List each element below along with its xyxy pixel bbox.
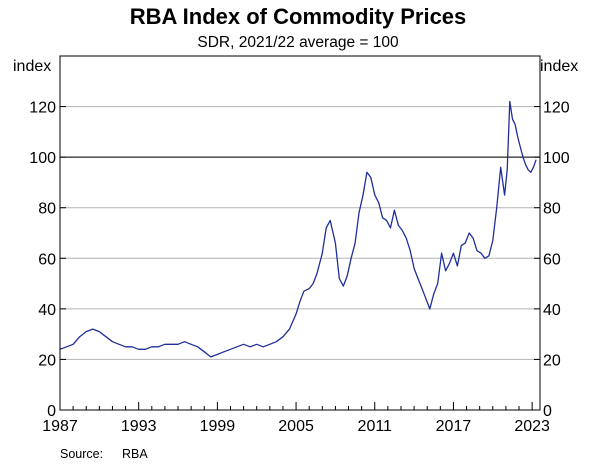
- y-tick-label-right: 20: [543, 352, 561, 369]
- y-tick-label-left: 120: [29, 100, 56, 117]
- y-tick-label-left: 20: [38, 352, 56, 369]
- y-tick-label-right: 40: [543, 302, 561, 319]
- y-tick-label-right: 80: [543, 201, 561, 218]
- series-line: [59, 100, 537, 358]
- right-axis-unit: index: [540, 58, 578, 75]
- x-tick-label: 2017: [436, 418, 472, 435]
- left-axis-unit: index: [13, 58, 51, 75]
- x-tick-label: 2023: [514, 418, 550, 435]
- chart-title: RBA Index of Commodity Prices: [130, 4, 467, 29]
- x-axis-ticks: 1987 1993 1999 2005 2011 2017 2023: [42, 402, 550, 435]
- y-axis-ticks: 0 0 20 20 40 40 60 60 80 80 100 100 120 120: [29, 100, 570, 420]
- x-tick-label: 1999: [200, 418, 236, 435]
- chart-subtitle: SDR, 2021/22 average = 100: [197, 34, 399, 51]
- x-tick-label: 2005: [278, 418, 314, 435]
- source-value: RBA: [122, 447, 148, 461]
- y-tick-label-right: 0: [543, 403, 552, 420]
- plot-frame: [59, 55, 541, 411]
- x-tick-label: 1993: [121, 418, 157, 435]
- source-label: Source:: [60, 447, 103, 461]
- y-tick-label-left: 60: [38, 251, 56, 268]
- y-tick-label-left: 100: [29, 150, 56, 167]
- y-tick-label-right: 120: [543, 100, 570, 117]
- gridlines: [60, 106, 540, 360]
- x-tick-label: 1987: [42, 418, 78, 435]
- y-tick-label-right: 60: [543, 251, 561, 268]
- y-tick-label-left: 0: [47, 403, 56, 420]
- y-tick-label-right: 100: [543, 150, 570, 167]
- x-tick-label: 2011: [358, 418, 393, 435]
- y-tick-label-left: 40: [38, 302, 56, 319]
- y-tick-label-left: 80: [38, 201, 56, 218]
